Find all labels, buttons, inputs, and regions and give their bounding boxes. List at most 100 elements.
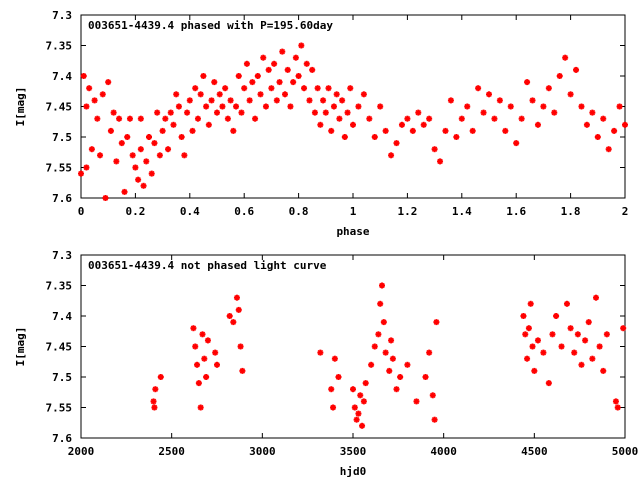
x-tick-label: 1.8 <box>561 205 581 218</box>
data-point <box>563 300 570 307</box>
data-point <box>78 170 84 177</box>
data-point <box>154 109 161 116</box>
data-point <box>205 121 212 128</box>
data-point <box>151 140 158 147</box>
data-point <box>195 380 202 387</box>
data-point <box>458 115 465 122</box>
data-point <box>257 91 264 98</box>
data-point <box>389 355 396 362</box>
data-point <box>585 319 592 326</box>
data-point <box>371 134 378 140</box>
data-point <box>388 337 395 344</box>
data-point <box>157 374 164 380</box>
data-point <box>382 127 389 134</box>
data-point <box>527 300 534 307</box>
data-point <box>194 361 201 368</box>
data-point <box>573 66 580 73</box>
y-tick-label: 7.55 <box>46 402 73 415</box>
data-point <box>480 109 487 116</box>
data-point <box>150 398 157 405</box>
data-point <box>148 170 155 177</box>
data-point <box>83 164 90 171</box>
data-point <box>102 195 109 201</box>
data-point <box>243 60 250 67</box>
data-point <box>596 343 603 350</box>
data-point <box>600 367 607 374</box>
data-point <box>540 349 547 356</box>
data-point <box>464 103 471 110</box>
data-point <box>545 380 552 387</box>
data-point <box>254 73 261 79</box>
data-point <box>265 66 272 73</box>
plot-title: 003651-4439.4 not phased light curve <box>88 259 327 272</box>
x-tick-label: 2 <box>622 205 629 218</box>
data-point <box>567 325 574 332</box>
data-point <box>137 146 144 153</box>
data-point <box>398 121 405 128</box>
data-point <box>301 85 308 92</box>
x-tick-label: 2000 <box>68 445 95 458</box>
data-point <box>126 115 133 122</box>
data-point <box>252 115 259 122</box>
data-point <box>335 374 342 380</box>
data-point <box>238 109 245 116</box>
data-point <box>522 331 529 338</box>
data-point <box>295 73 302 79</box>
data-point <box>574 331 581 338</box>
data-point <box>86 85 93 92</box>
data-point <box>320 97 327 104</box>
data-point <box>350 386 356 393</box>
data-point <box>447 97 454 104</box>
data-point <box>431 146 438 153</box>
data-point <box>194 115 201 122</box>
data-point <box>496 97 503 104</box>
data-point <box>116 115 123 122</box>
data-point <box>279 48 286 55</box>
data-point <box>113 158 120 165</box>
data-point <box>330 103 337 110</box>
data-point <box>143 158 150 165</box>
data-point <box>545 85 552 92</box>
data-point <box>178 134 185 140</box>
x-tick-label: 1.2 <box>397 205 417 218</box>
data-point <box>605 146 612 153</box>
data-point <box>540 103 547 110</box>
data-point <box>371 343 378 350</box>
data-point <box>124 134 131 140</box>
y-tick-label: 7.4 <box>52 310 72 323</box>
data-point <box>531 367 538 374</box>
data-point <box>88 146 95 153</box>
data-point <box>170 121 177 128</box>
data-point <box>426 349 433 356</box>
y-tick-label: 7.6 <box>52 192 72 205</box>
data-point <box>99 91 106 98</box>
data-point <box>475 85 482 92</box>
data-point <box>502 127 509 134</box>
data-point <box>212 349 219 356</box>
data-point <box>276 79 283 86</box>
y-tick-label: 7.4 <box>52 70 72 83</box>
data-point <box>298 42 305 49</box>
data-point <box>311 109 318 116</box>
data-point <box>592 294 599 301</box>
data-point <box>567 91 574 98</box>
data-point <box>393 140 400 147</box>
data-point <box>314 85 321 92</box>
data-point <box>175 103 182 110</box>
data-point <box>562 54 569 61</box>
data-point <box>420 121 427 128</box>
data-point <box>167 109 174 116</box>
data-point <box>200 73 207 79</box>
data-point <box>282 91 288 98</box>
data-point <box>491 115 498 122</box>
data-point <box>529 97 536 104</box>
x-tick-label: 1.4 <box>452 205 472 218</box>
x-tick-label: 0.6 <box>234 205 254 218</box>
data-point <box>268 85 275 92</box>
data-point <box>437 158 444 165</box>
data-point <box>520 313 527 319</box>
data-point <box>397 374 404 380</box>
data-point <box>83 103 90 110</box>
data-point <box>341 134 348 140</box>
data-point <box>107 127 114 134</box>
